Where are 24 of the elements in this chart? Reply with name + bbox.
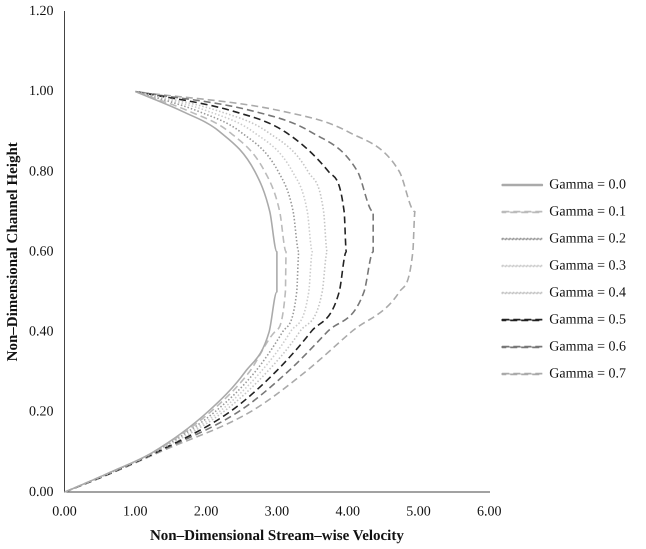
y-tick-label: 0.60 (29, 244, 54, 260)
y-tick-label: 0.40 (29, 324, 54, 340)
x-tick-label: 2.00 (194, 504, 218, 520)
legend-label: Gamma = 0.4 (549, 286, 626, 301)
legend-label: Gamma = 0.2 (549, 232, 626, 247)
legend-label: Gamma = 0.3 (549, 258, 626, 274)
y-tick-label: 0.00 (29, 484, 54, 500)
legend-label: Gamma = 0.1 (549, 204, 626, 220)
y-tick-label: 1.00 (29, 84, 54, 100)
legend-label: Gamma = 0.5 (549, 312, 626, 328)
legend-label: Gamma = 0.0 (549, 178, 626, 193)
x-tick-label: 3.00 (264, 504, 290, 520)
x-tick-label: 4.00 (335, 504, 360, 520)
x-tick-label: 1.00 (123, 504, 148, 520)
y-tick-label: 1.20 (29, 4, 54, 20)
y-axis-title: Non–Dimensional Channel Height (4, 142, 21, 362)
x-tick-label: 6.00 (477, 504, 502, 520)
x-tick-label: 0.00 (52, 504, 77, 520)
y-tick-label: 0.20 (29, 404, 54, 420)
legend-label: Gamma = 0.6 (549, 340, 626, 355)
y-tick-label: 0.80 (29, 164, 54, 180)
x-axis-title: Non–Dimensional Stream–wise Velocity (150, 528, 404, 544)
x-tick-label: 5.00 (406, 504, 431, 520)
legend-label: Gamma = 0.7 (549, 366, 626, 382)
